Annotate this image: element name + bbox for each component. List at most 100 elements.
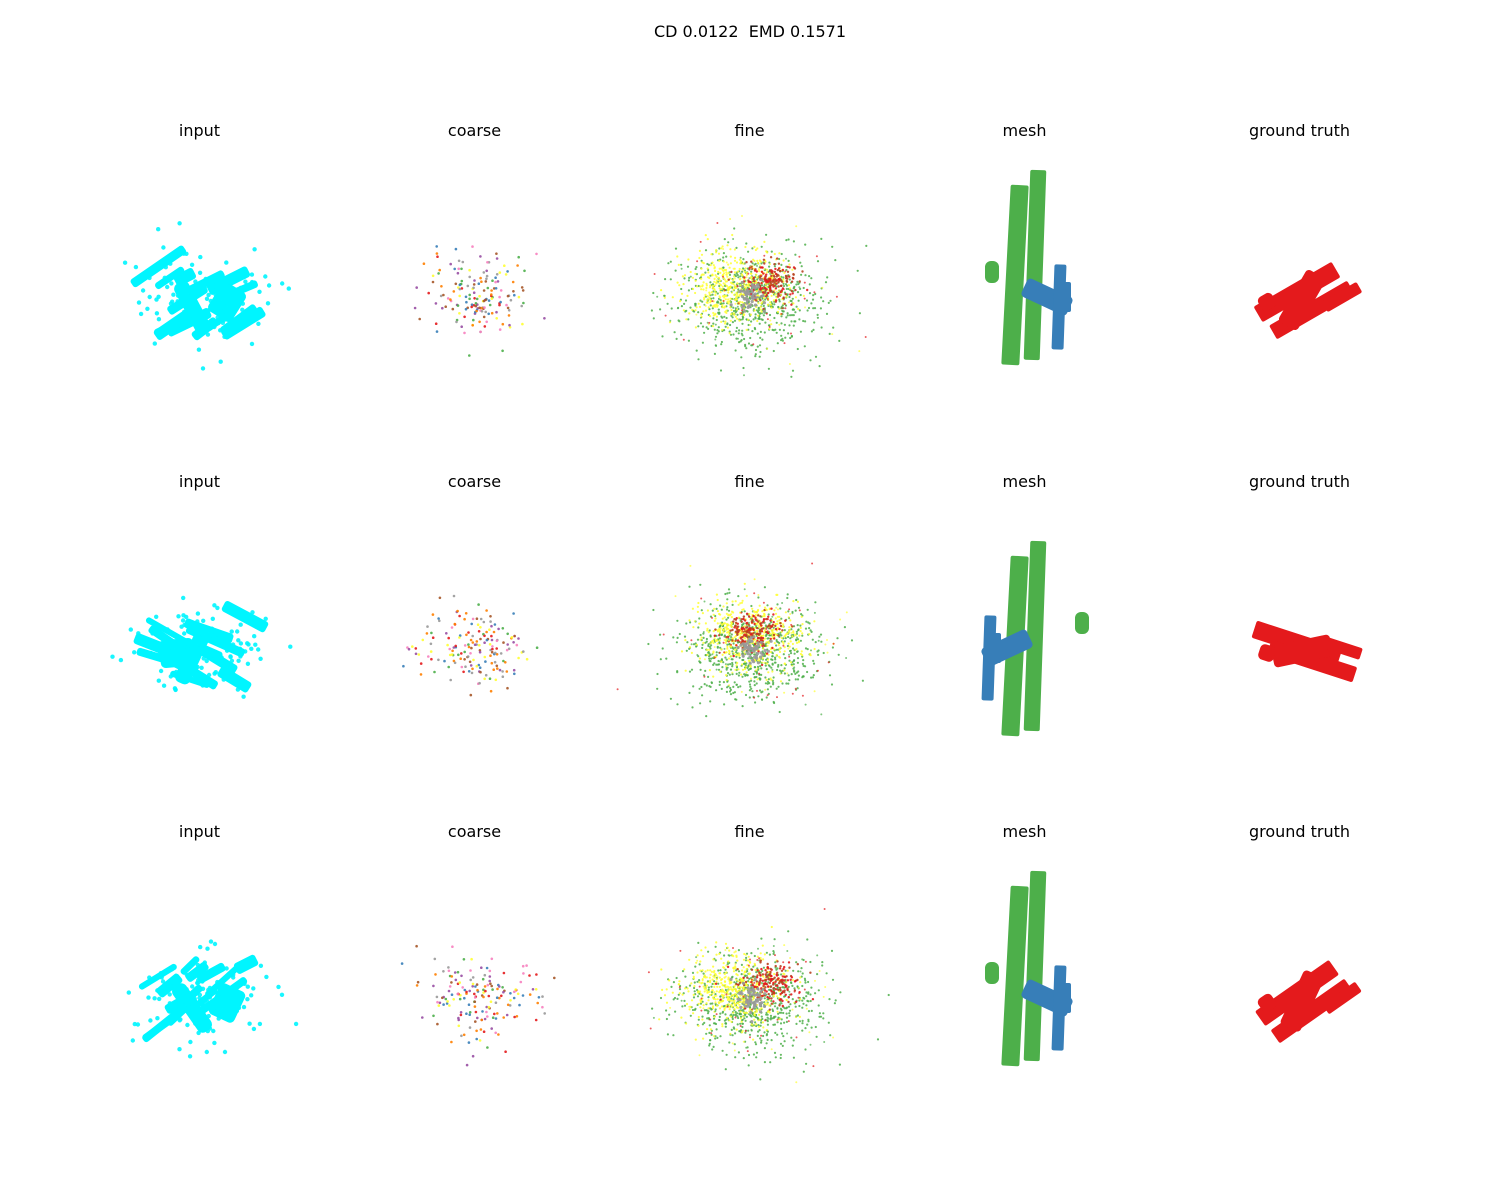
fine-point <box>727 272 730 275</box>
fine-point <box>716 610 719 613</box>
coarse-point-cloud <box>413 245 546 357</box>
coarse-point <box>516 992 520 996</box>
fine-point <box>771 655 774 658</box>
coarse-point <box>450 981 453 984</box>
fine-point <box>690 999 694 1002</box>
fine-point <box>800 650 803 653</box>
fine-point <box>674 595 677 598</box>
fine-point <box>735 644 738 647</box>
fine-point <box>726 598 729 601</box>
coarse-point <box>506 1003 510 1007</box>
fine-point <box>716 998 719 1001</box>
fine-point <box>743 588 746 591</box>
fine-point <box>742 293 745 296</box>
input-point <box>195 962 201 968</box>
input-point <box>195 664 200 670</box>
fine-point <box>688 691 691 694</box>
fine-point <box>776 268 780 272</box>
fine-point <box>709 660 712 663</box>
fine-point <box>758 317 761 320</box>
coarse-point <box>534 988 538 991</box>
panel-title: input <box>178 121 221 140</box>
fine-point <box>715 689 718 692</box>
fine-point <box>694 291 697 295</box>
fine-point <box>783 995 786 998</box>
fine-point <box>729 319 732 322</box>
fine-point <box>810 302 813 305</box>
coarse-point <box>475 309 478 313</box>
fine-point <box>677 306 680 309</box>
coarse-point <box>484 310 487 314</box>
coarse-point <box>459 1013 463 1017</box>
coarse-point <box>488 975 492 978</box>
fine-point <box>720 660 723 663</box>
fine-point <box>788 287 792 290</box>
fine-point <box>769 263 771 266</box>
fine-point <box>741 638 744 642</box>
fine-point <box>686 265 690 268</box>
fine-point <box>822 651 825 655</box>
coarse-point-cloud <box>400 944 556 1067</box>
coarse-point <box>472 286 475 290</box>
fine-point <box>703 683 706 686</box>
coarse-point <box>467 1003 471 1006</box>
fine-point <box>700 267 703 270</box>
fine-point <box>783 1040 786 1043</box>
fine-point <box>745 626 748 629</box>
coarse-point <box>458 636 461 639</box>
fine-point <box>831 978 835 981</box>
coarse-point <box>431 274 435 278</box>
fine-point <box>759 628 762 632</box>
fine-point <box>713 662 716 665</box>
fine-point <box>734 668 737 671</box>
fine-point <box>765 678 768 681</box>
coarse-point <box>470 305 473 309</box>
fine-point <box>776 1021 779 1024</box>
fine-point <box>795 630 798 633</box>
fine-point <box>749 1008 752 1011</box>
fine-point <box>843 626 846 629</box>
fine-point <box>730 290 733 293</box>
input-point <box>237 646 243 651</box>
fine-point <box>761 312 764 315</box>
input-point <box>169 309 174 315</box>
input-point <box>196 980 201 986</box>
coarse-point <box>465 300 468 304</box>
fine-point <box>728 273 732 276</box>
fine-point <box>788 278 791 281</box>
fine-point <box>723 616 726 619</box>
fine-point <box>755 270 758 273</box>
fine-point <box>742 622 745 625</box>
fine-point <box>797 674 800 677</box>
fine-point <box>781 268 785 272</box>
fine-point <box>794 288 797 292</box>
input-point <box>212 941 218 947</box>
fine-point <box>754 1021 757 1024</box>
fine-point <box>731 1034 734 1037</box>
fine-point <box>741 631 744 634</box>
fine-point <box>743 673 746 676</box>
fine-point <box>741 309 743 312</box>
coarse-point <box>472 291 476 294</box>
fine-point <box>714 338 717 341</box>
coarse-point <box>521 322 524 326</box>
fine-point <box>718 1018 721 1022</box>
fine-point <box>687 990 690 993</box>
fine-point <box>699 240 702 243</box>
fine-point <box>771 637 774 640</box>
fine-point <box>747 279 750 282</box>
fine-point <box>733 618 736 621</box>
fine-point <box>730 997 733 1000</box>
fine-point <box>725 311 728 314</box>
fine-point <box>733 1004 736 1007</box>
fine-point <box>774 961 777 964</box>
fine-point <box>740 618 743 621</box>
fine-point <box>714 998 717 1001</box>
fine-point <box>762 307 765 311</box>
fine-point <box>768 1004 771 1007</box>
fine-point <box>760 318 763 321</box>
input-point <box>146 995 151 1000</box>
fine-point <box>724 942 728 945</box>
coarse-point <box>490 661 494 665</box>
coarse-point <box>496 280 500 283</box>
